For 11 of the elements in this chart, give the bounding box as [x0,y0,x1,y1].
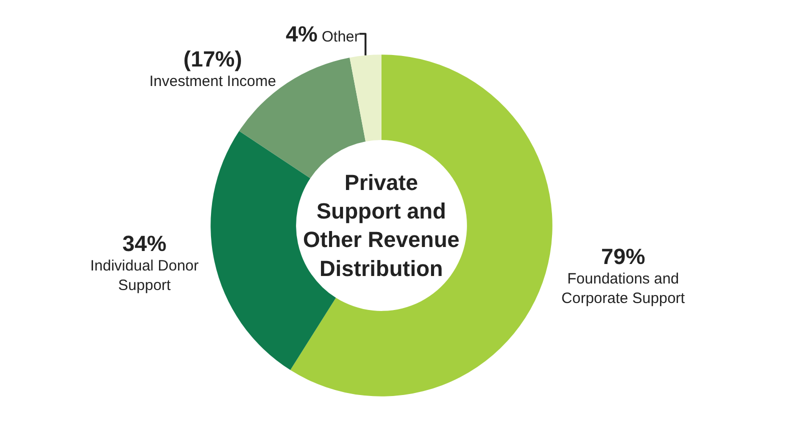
slice-label: Other [322,28,360,46]
donut-slice [350,54,382,142]
text: Private Support and Other Revenue Distribution [303,170,460,281]
data-label: (17%) [183,46,242,72]
data-label: 4% [286,21,318,46]
data-label: 79% [601,244,646,269]
slice-label: Investment Income [149,72,276,90]
slice-label: Individual Donor Support [90,258,199,294]
data-label: 34% [122,231,166,256]
slice-label: Foundations and Corporate Support [561,270,686,307]
donut-slice [290,54,552,396]
